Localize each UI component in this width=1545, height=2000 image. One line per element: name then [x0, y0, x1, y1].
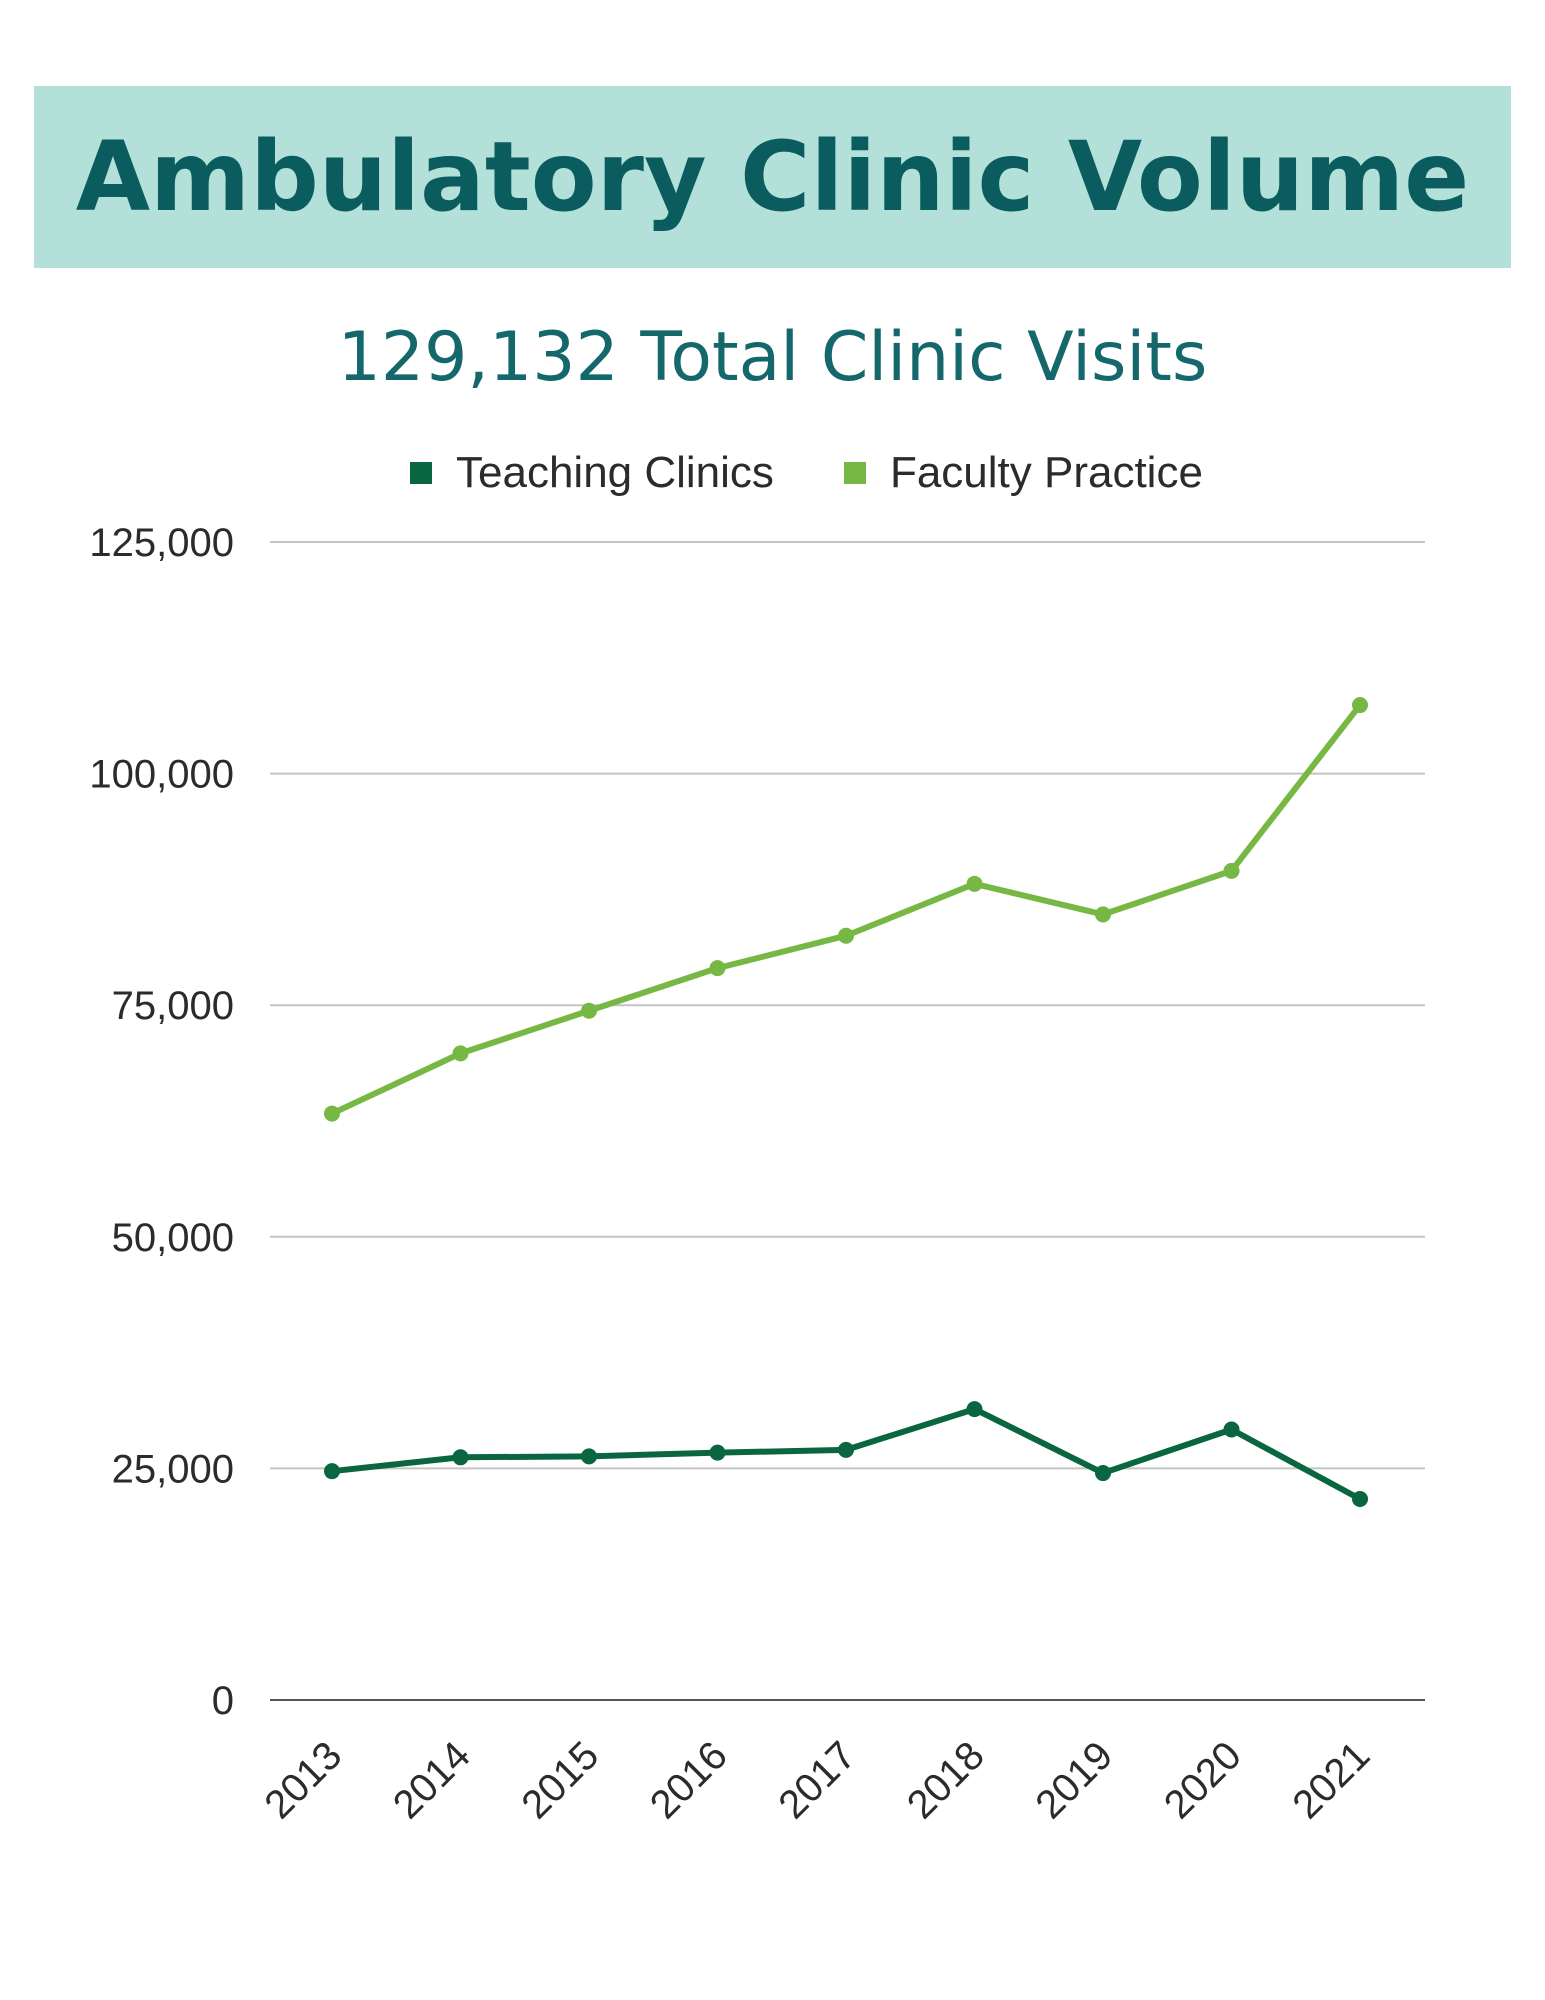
data-point-teaching-clinics	[324, 1463, 340, 1480]
page-title: Ambulatory Clinic Volume	[75, 121, 1470, 233]
x-tick-label: 2019	[1027, 1733, 1121, 1827]
legend-item-faculty-practice: Faculty Practice	[843, 448, 1203, 498]
data-point-faculty-practice	[1223, 862, 1240, 879]
y-tick-label: 100,000	[89, 753, 234, 797]
legend-swatch-teaching-clinics	[410, 462, 432, 484]
data-point-faculty-practice	[709, 960, 726, 977]
legend-swatch-faculty-practice	[843, 462, 866, 484]
x-tick-label: 2018	[899, 1733, 993, 1827]
x-tick-label: 2016	[642, 1733, 736, 1827]
y-tick-label: 75,000	[112, 984, 234, 1028]
data-point-faculty-practice	[581, 1002, 597, 1019]
title-banner: Ambulatory Clinic Volume	[34, 86, 1511, 268]
data-point-faculty-practice	[452, 1045, 469, 1062]
data-point-teaching-clinics	[838, 1441, 854, 1458]
data-point-faculty-practice	[838, 927, 854, 944]
data-point-faculty-practice	[1352, 697, 1368, 714]
data-point-teaching-clinics	[1095, 1465, 1111, 1482]
data-point-teaching-clinics	[452, 1449, 469, 1466]
x-tick-label: 2015	[513, 1733, 607, 1827]
x-tick-label: 2020	[1156, 1733, 1250, 1827]
data-point-faculty-practice	[966, 875, 983, 892]
x-tick-label: 2013	[256, 1733, 350, 1827]
y-tick-label: 50,000	[112, 1216, 234, 1260]
legend-item-teaching-clinics: Teaching Clinics	[410, 448, 774, 498]
data-point-faculty-practice	[324, 1105, 340, 1122]
series-line-faculty-practice	[329, 702, 1363, 1117]
data-point-teaching-clinics	[709, 1444, 726, 1461]
data-point-teaching-clinics	[1352, 1490, 1368, 1507]
data-point-teaching-clinics	[1223, 1421, 1240, 1438]
data-point-faculty-practice	[1095, 906, 1111, 923]
y-tick-label: 25,000	[112, 1447, 234, 1491]
x-tick-label: 2021	[1284, 1733, 1378, 1827]
chart-legend: Teaching Clinics Faculty Practice	[410, 448, 1203, 498]
x-tick-label: 2014	[385, 1733, 479, 1827]
data-point-teaching-clinics	[581, 1448, 597, 1465]
legend-label-teaching-clinics: Teaching Clinics	[456, 448, 774, 497]
y-tick-label: 0	[212, 1679, 234, 1723]
data-point-teaching-clinics	[966, 1401, 983, 1418]
chart-subtitle: 129,132 Total Clinic Visits	[337, 318, 1208, 397]
x-tick-label: 2017	[770, 1733, 864, 1827]
y-tick-label: 125,000	[89, 521, 234, 565]
legend-label-faculty-practice: Faculty Practice	[889, 448, 1203, 497]
